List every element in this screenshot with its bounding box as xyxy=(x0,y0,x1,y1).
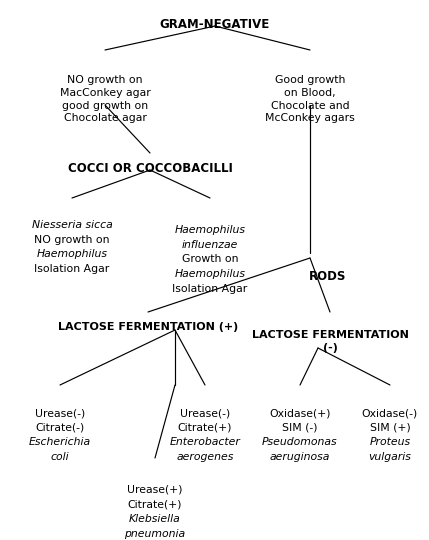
Text: Haemophilus: Haemophilus xyxy=(175,225,245,235)
Text: LACTOSE FERMENTATION (+): LACTOSE FERMENTATION (+) xyxy=(58,322,238,332)
Text: Growth on: Growth on xyxy=(182,254,238,264)
Text: Citrate(-): Citrate(-) xyxy=(35,423,85,433)
Text: aeruginosa: aeruginosa xyxy=(270,452,330,462)
Text: vulgaris: vulgaris xyxy=(369,452,411,462)
Text: Pseudomonas: Pseudomonas xyxy=(262,437,338,447)
Text: Oxidase(+): Oxidase(+) xyxy=(269,408,331,418)
Text: Citrate(+): Citrate(+) xyxy=(128,500,182,510)
Text: influenzae: influenzae xyxy=(182,240,238,249)
Text: NO growth on
MacConkey agar
good growth on
Chocolate agar: NO growth on MacConkey agar good growth … xyxy=(60,75,151,124)
Text: Oxidase(-): Oxidase(-) xyxy=(362,408,418,418)
Text: GRAM-NEGATIVE: GRAM-NEGATIVE xyxy=(160,18,270,31)
Text: Niesseria sicca: Niesseria sicca xyxy=(32,220,112,230)
Text: LACTOSE FERMENTATION
(-): LACTOSE FERMENTATION (-) xyxy=(251,330,408,353)
Text: Good growth
on Blood,
Chocolate and
McConkey agars: Good growth on Blood, Chocolate and McCo… xyxy=(265,75,355,124)
Text: coli: coli xyxy=(51,452,69,462)
Text: SIM (+): SIM (+) xyxy=(370,423,411,433)
Text: COCCI OR COCCOBACILLI: COCCI OR COCCOBACILLI xyxy=(67,162,233,175)
Text: RODS: RODS xyxy=(309,270,347,283)
Text: Klebsiella: Klebsiella xyxy=(129,514,181,524)
Text: aerogenes: aerogenes xyxy=(176,452,234,462)
Text: Haemophilus: Haemophilus xyxy=(36,249,108,259)
Text: Haemophilus: Haemophilus xyxy=(175,269,245,279)
Text: Enterobacter: Enterobacter xyxy=(169,437,240,447)
Text: Urease(+): Urease(+) xyxy=(127,485,183,495)
Text: Isolation Agar: Isolation Agar xyxy=(172,284,248,294)
Text: pneumonia: pneumonia xyxy=(124,529,186,539)
Text: Urease(-): Urease(-) xyxy=(35,408,85,418)
Text: Isolation Agar: Isolation Agar xyxy=(34,264,110,274)
Text: SIM (-): SIM (-) xyxy=(282,423,318,433)
Text: Proteus: Proteus xyxy=(369,437,411,447)
Text: Urease(-): Urease(-) xyxy=(180,408,230,418)
Text: Escherichia: Escherichia xyxy=(29,437,91,447)
Text: Citrate(+): Citrate(+) xyxy=(178,423,232,433)
Text: NO growth on: NO growth on xyxy=(34,234,110,245)
